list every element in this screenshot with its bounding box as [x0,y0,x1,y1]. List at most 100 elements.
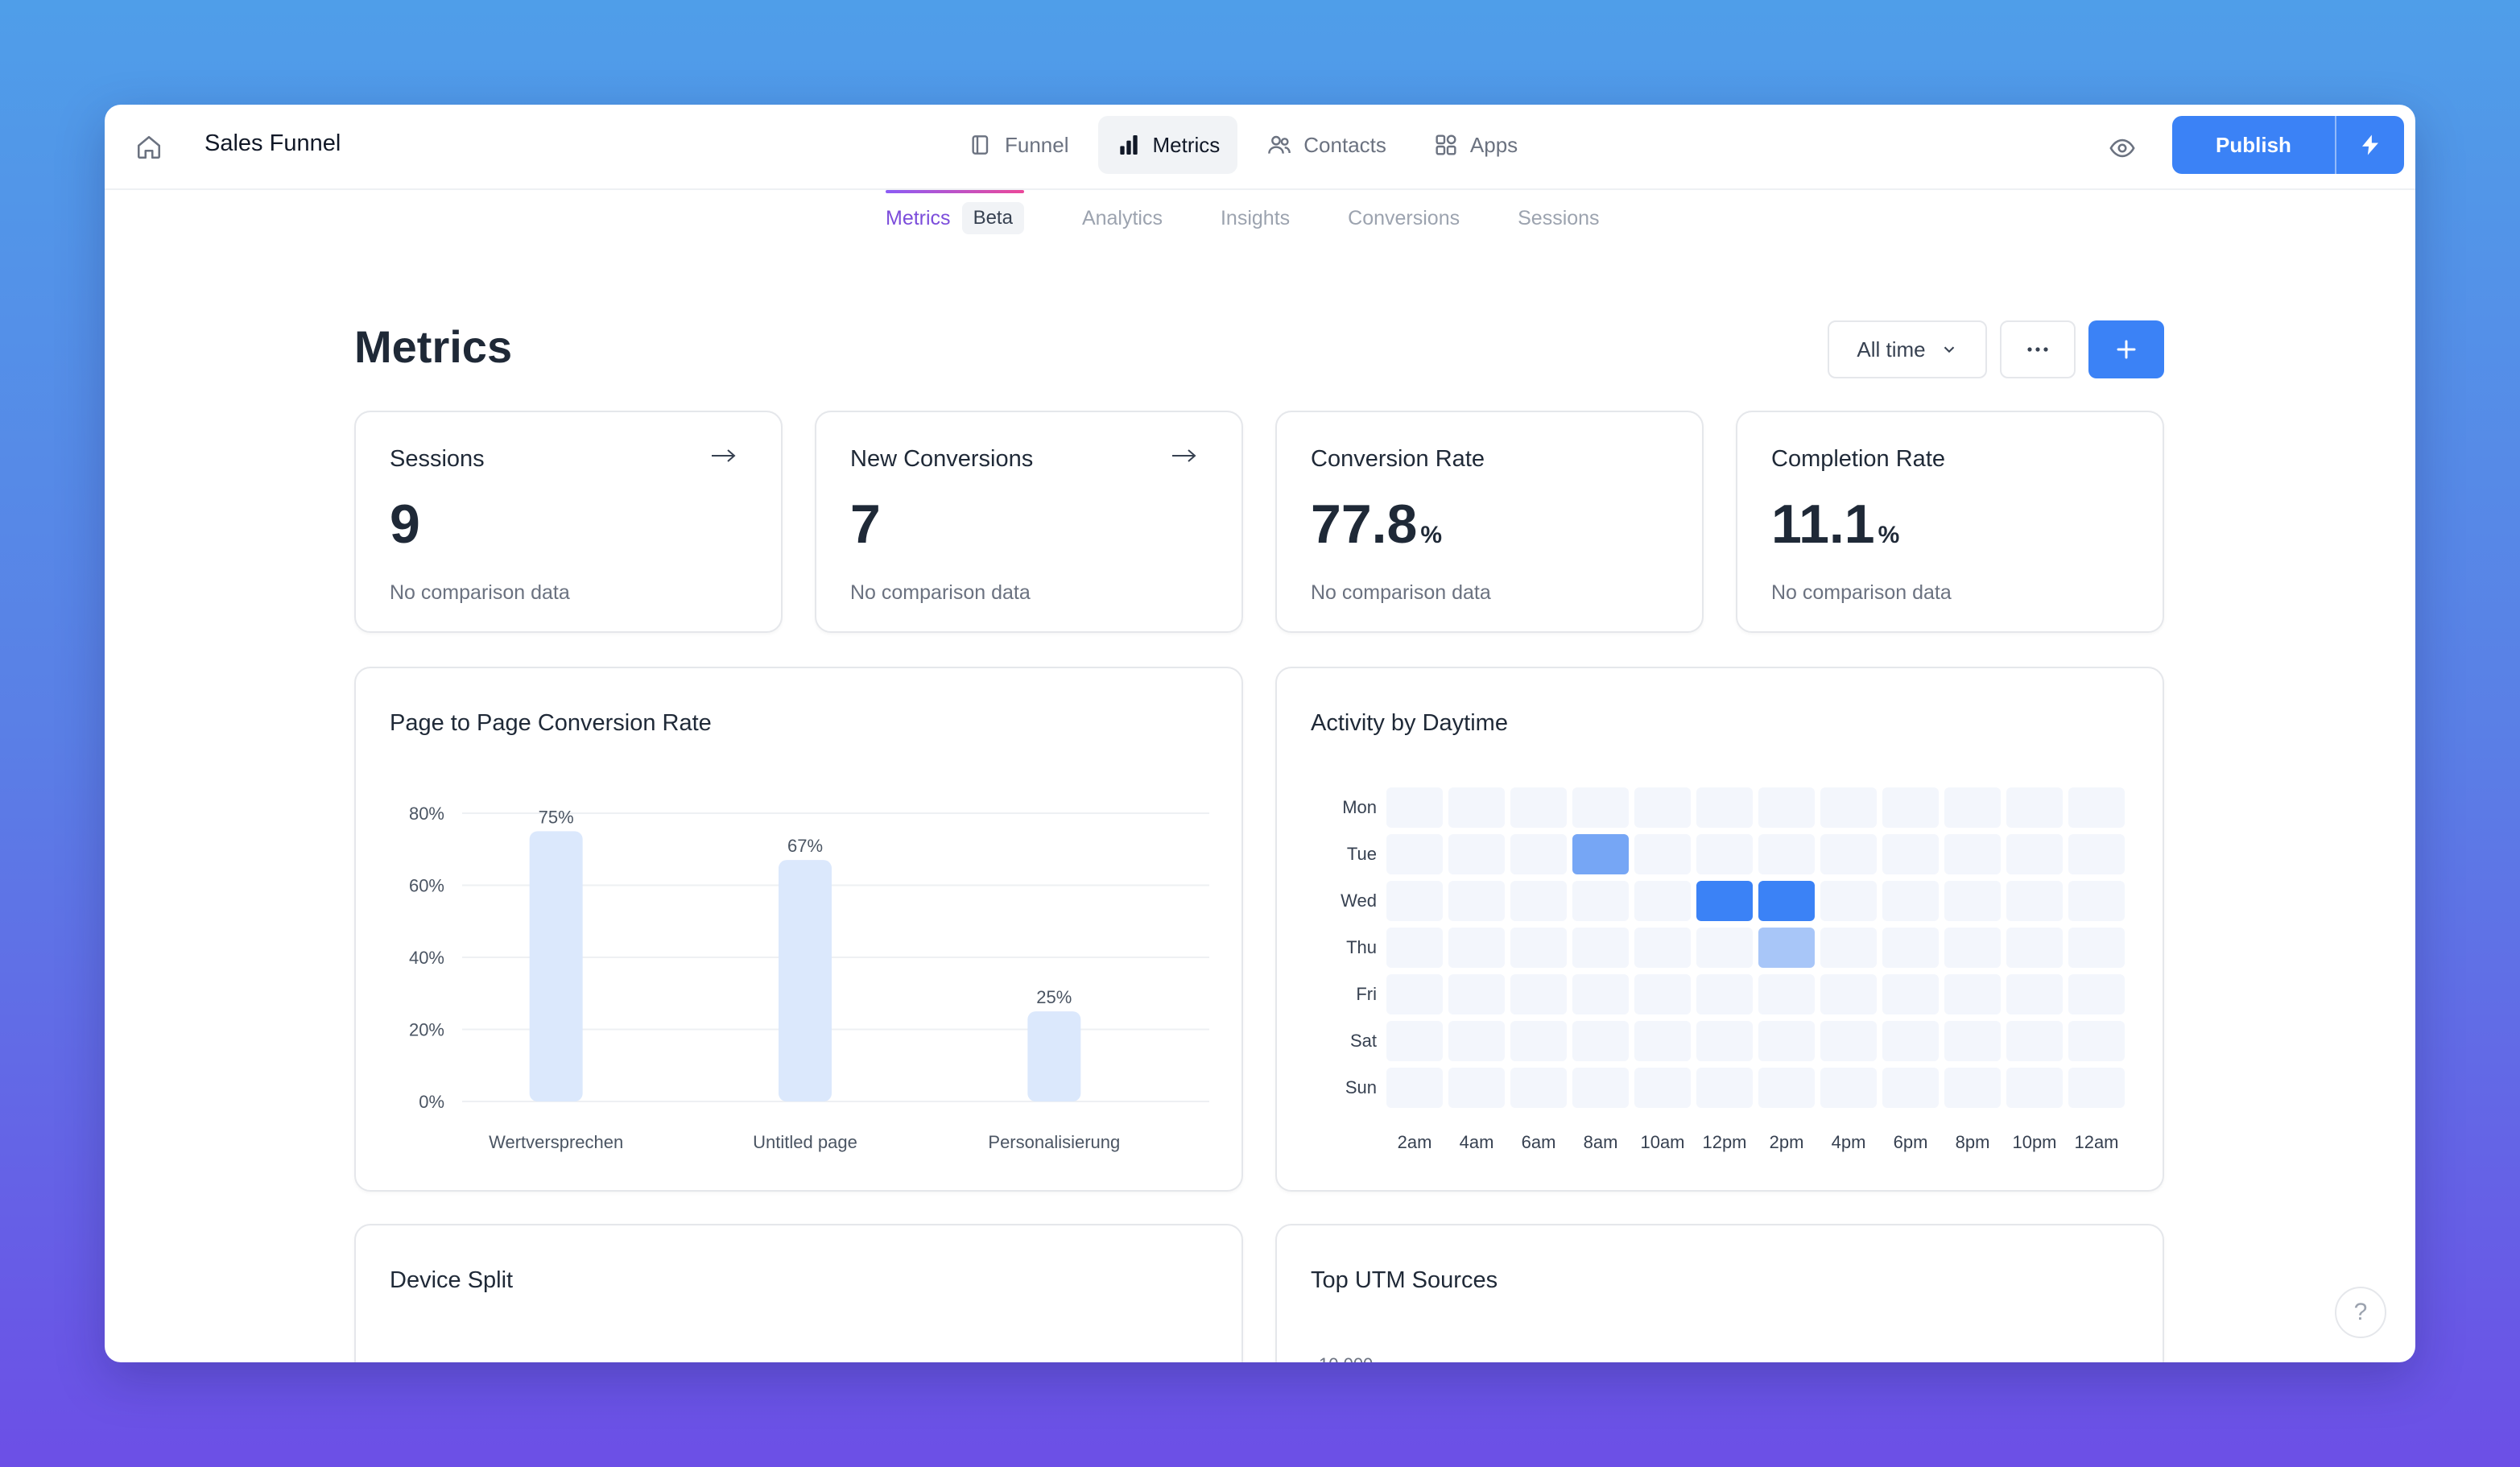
heatmap-cell [1758,928,1815,968]
y-tick-label: 0% [419,1092,444,1112]
stat-label: Sessions [390,446,485,472]
p2p-bar-chart: 0% 20% 40% 60% 80% 75% Wertversprechen 67% Untit… [409,804,1209,1152]
heatmap-cell [1634,787,1691,828]
x-category-label: Personalisierung [988,1132,1120,1152]
heatmap-cell [1510,928,1567,968]
subtab-insights[interactable]: Insights [1220,206,1291,229]
home-button[interactable] [129,127,169,167]
heatmap-cell [1758,787,1815,828]
bar-value-label: 75% [539,807,574,827]
heatmap-day-label: Sun [1345,1077,1377,1097]
app-title: Sales Funnel [204,130,341,156]
bar [779,860,832,1101]
stat-card-new-conversions[interactable]: New Conversions 7 No comparison data [815,411,1243,633]
device-split-panel: Device Split [354,1224,1243,1362]
utm-axis-tick: 10,000 [1319,1354,1373,1362]
quick-publish-button[interactable] [2335,116,2404,174]
publish-group: Publish [2172,116,2404,174]
heatmap-cell [1758,881,1815,921]
heatmap-cell [1448,928,1505,968]
y-tick-label: 80% [409,804,444,824]
nav-funnel-label: Funnel [1005,132,1069,157]
heatmap-cell [1634,834,1691,874]
heatmap-cell [1510,834,1567,874]
stat-number: 77.8 [1311,494,1418,555]
heatmap-cell [1944,1021,2001,1061]
heatmap-hour-label: 10am [1640,1132,1685,1152]
panel-title: Page to Page Conversion Rate [390,710,712,736]
heatmap-cell [1696,1068,1753,1108]
heatmap-cell [2006,974,2063,1015]
heatmap-cell [1572,1068,1629,1108]
heatmap-cell [1758,1068,1815,1108]
heatmap-cell [2068,974,2125,1015]
heatmap-cell [1758,1021,1815,1061]
heatmap-hour-label: 2pm [1769,1132,1804,1152]
arrow-right-icon[interactable] [1171,448,1198,464]
stat-number: 7 [850,494,881,555]
heatmap-cell [1820,974,1877,1015]
panel-title: Top UTM Sources [1311,1267,1498,1293]
more-options-button[interactable] [2000,320,2076,378]
subtab-analytics[interactable]: Analytics [1081,206,1163,229]
stat-card-sessions[interactable]: Sessions 9 No comparison data [354,411,783,633]
heatmap-cell [2068,787,2125,828]
heatmap-day-label: Fri [1356,984,1377,1004]
arrow-right-icon[interactable] [710,448,737,464]
main-nav: Funnel Metrics Contacts Apps [950,116,1535,174]
heatmap-cell [2068,928,2125,968]
bar-value-label: 25% [1036,987,1072,1007]
heatmap-cell [1820,881,1877,921]
heatmap-cell [1944,1068,2001,1108]
heatmap-cell [2068,834,2125,874]
top-bar: Sales Funnel Funnel Metrics Contacts App… [105,105,2415,190]
heatmap-cell [1696,974,1753,1015]
heatmap-cell [1448,881,1505,921]
subtab-sessions[interactable]: Sessions [1518,206,1600,229]
subtab-metrics-label: Metrics [886,206,951,229]
heatmap-cell [1510,1021,1567,1061]
users-icon [1268,135,1291,154]
heatmap-cell [1572,881,1629,921]
heatmap-hour-label: 4am [1459,1132,1494,1152]
bar-value-label: 67% [787,836,823,856]
x-category-label: Wertversprechen [489,1132,623,1152]
app-window: Sales Funnel Funnel Metrics Contacts App… [105,105,2415,1362]
subtab-metrics[interactable]: Metrics Beta [886,190,1024,246]
bolt-icon [2362,134,2378,155]
heatmap-hour-label: 12am [2074,1132,2119,1152]
preview-button[interactable] [2101,127,2143,169]
heatmap-cell [2006,834,2063,874]
heatmap-cell [1882,1021,1939,1061]
time-range-select[interactable]: All time [1828,320,1987,378]
heatmap-hour-label: 2am [1397,1132,1432,1152]
stat-number: 11.1 [1771,494,1875,555]
heatmap-cell [1386,834,1443,874]
heatmap-cell [1634,1068,1691,1108]
subtab-conversions[interactable]: Conversions [1348,206,1460,229]
heatmap-cell [1696,881,1753,921]
bar-chart-icon [1119,135,1138,155]
y-tick-label: 60% [409,876,444,896]
heatmap-cell [1882,834,1939,874]
nav-metrics-label: Metrics [1152,132,1221,157]
heatmap-cell [1820,834,1877,874]
nav-apps[interactable]: Apps [1415,116,1535,174]
heatmap-cell [1510,974,1567,1015]
nav-contacts[interactable]: Contacts [1249,116,1404,174]
publish-button[interactable]: Publish [2216,132,2291,157]
eye-icon [2109,138,2135,158]
sub-tabs: Metrics Beta Analytics Insights Conversi… [886,190,1600,246]
heatmap-cell [1820,928,1877,968]
heatmap-cell [1572,928,1629,968]
heatmap-day-label: Mon [1342,797,1377,817]
more-horizontal-icon [2027,347,2048,352]
nav-funnel[interactable]: Funnel [950,116,1087,174]
nav-metrics[interactable]: Metrics [1097,116,1238,174]
heatmap-cell [1820,1021,1877,1061]
heatmap-cell [1448,974,1505,1015]
heatmap-cell [1386,787,1443,828]
add-metric-button[interactable] [2088,320,2164,378]
bar [529,831,583,1101]
help-button[interactable]: ? [2335,1287,2386,1338]
